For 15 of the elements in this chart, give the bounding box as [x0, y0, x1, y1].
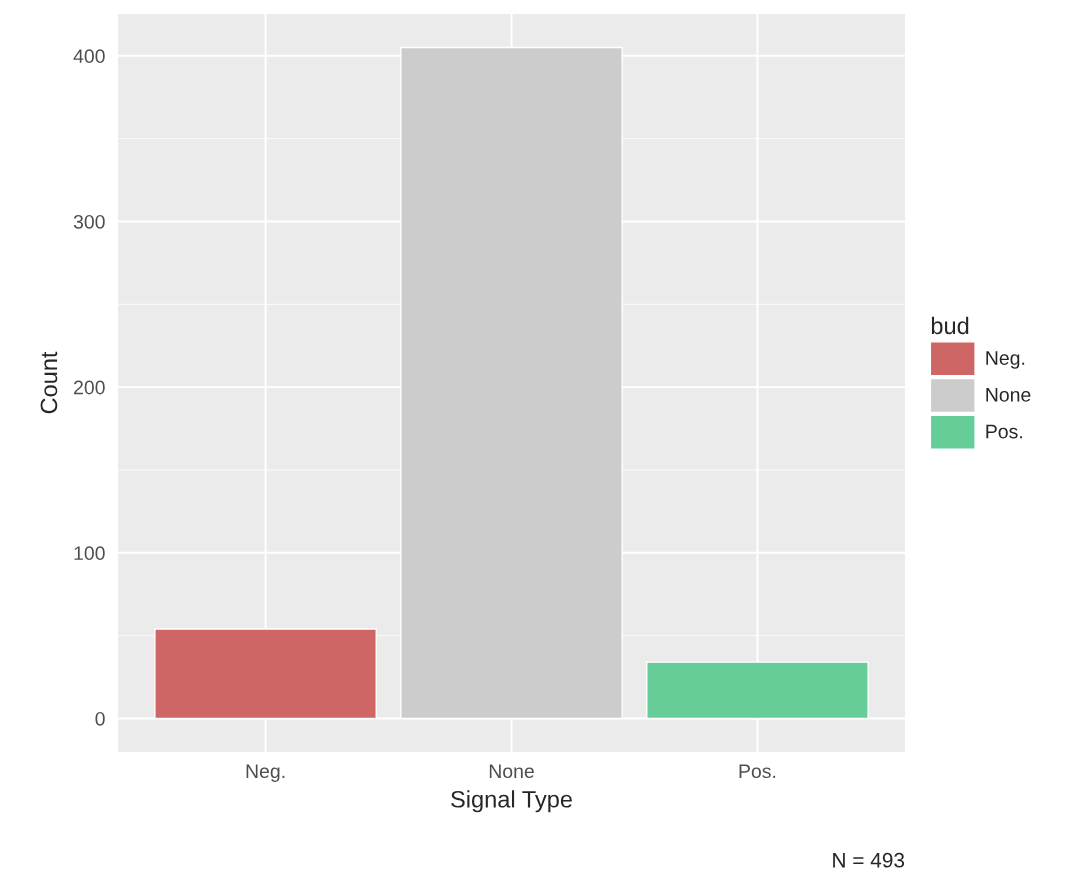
x-tick-label: Neg. [246, 764, 285, 782]
y-axis-title: Count [40, 351, 58, 414]
text: N = 493 [833, 852, 905, 868]
x-axis-title: Signal Type [451, 790, 572, 813]
x-tick-label: None [489, 764, 534, 779]
legend-label: None [986, 388, 1031, 402]
legend-label: Neg. [986, 351, 1025, 369]
legend-label: Pos. [986, 424, 1022, 439]
y-tick-label: 100 [74, 546, 105, 561]
y-tick-label: 300 [73, 214, 105, 229]
y-tick-label: 0 [95, 711, 105, 726]
y-tick-label: 200 [74, 380, 105, 395]
x-tick-label: Pos. [739, 764, 776, 779]
legend-title: bud [931, 316, 969, 335]
y-tick-label: 400 [73, 49, 105, 64]
